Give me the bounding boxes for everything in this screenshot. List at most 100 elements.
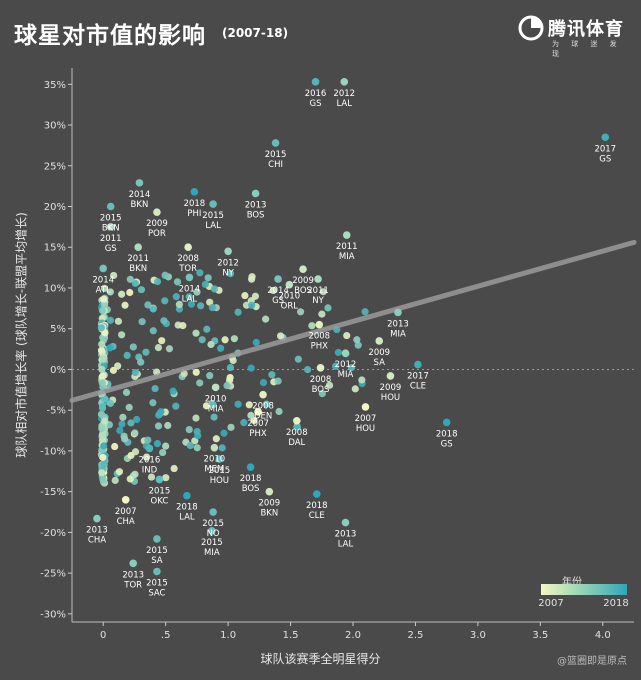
- point-label-team: CLE: [410, 382, 426, 392]
- data-point: [248, 301, 256, 309]
- data-point: [269, 286, 277, 295]
- point-label-team: MIA: [339, 252, 355, 262]
- y-tick-label: 0%: [50, 365, 66, 376]
- trend-line: [69, 239, 637, 403]
- data-point: [293, 423, 302, 431]
- data-point: [99, 476, 107, 484]
- data-point: [192, 414, 200, 422]
- data-point: [157, 408, 165, 416]
- point-label-year: 2018: [240, 474, 262, 484]
- point-label-team: CLE: [309, 511, 325, 521]
- point-label-year: 2009: [292, 276, 314, 286]
- point-label-year: 2012: [217, 258, 239, 268]
- labeled-point: [153, 535, 161, 543]
- point-label-team: TOR: [123, 580, 142, 590]
- x-axis-label: 球队该赛季全明星得分: [260, 652, 381, 666]
- data-point: [187, 300, 196, 308]
- labeled-point: [121, 495, 130, 504]
- point-label-team: DEN: [254, 412, 272, 422]
- data-point: [138, 318, 146, 326]
- data-point: [118, 290, 126, 298]
- labeled-point: [211, 383, 220, 392]
- data-point: [192, 329, 200, 337]
- tencent-sports-logo: 腾讯体育 为 球 迷 发 现: [518, 12, 630, 58]
- data-point: [294, 355, 302, 363]
- data-point: [172, 402, 180, 410]
- data-point: [129, 343, 137, 351]
- point-label-team: PHX: [311, 342, 329, 352]
- labeled-point: [251, 189, 260, 198]
- y-tick-label: -20%: [40, 528, 66, 539]
- y-tick-label: -5%: [47, 406, 66, 417]
- point-label-year: 2008: [252, 402, 274, 412]
- data-point: [193, 444, 201, 452]
- data-point: [192, 368, 200, 376]
- data-point: [217, 344, 225, 352]
- data-point: [162, 442, 170, 450]
- point-label-team: HOU: [381, 393, 400, 403]
- data-point: [127, 419, 135, 427]
- y-tick-label: -10%: [40, 446, 66, 457]
- data-point: [218, 444, 226, 452]
- data-point: [351, 385, 359, 393]
- labeled-point: [155, 475, 164, 484]
- point-label-year: 2008: [286, 428, 308, 438]
- data-point: [161, 271, 169, 279]
- point-label-team: DAL: [288, 438, 305, 448]
- data-point: [251, 292, 260, 300]
- labeled-point: [135, 179, 144, 187]
- y-tick-label: 10%: [44, 283, 66, 294]
- data-point: [99, 453, 107, 461]
- data-point: [220, 429, 228, 437]
- labeled-point: [316, 364, 325, 372]
- point-label-team: HOU: [210, 476, 229, 486]
- data-point: [193, 428, 201, 436]
- labeled-point: [246, 463, 255, 472]
- watermark: @篮圈即是原点: [557, 656, 627, 667]
- labeled-point: [129, 559, 137, 568]
- point-label-team: SAC: [148, 588, 165, 598]
- data-point: [206, 372, 214, 380]
- data-point: [221, 336, 229, 344]
- data-point: [169, 387, 177, 395]
- point-label-year: 2008: [308, 332, 330, 342]
- point-label-team: CHA: [117, 517, 135, 527]
- data-point: [201, 280, 209, 288]
- point-label-team: MEM: [204, 465, 224, 475]
- point-label-year: 2015: [146, 578, 168, 588]
- data-point: [153, 277, 162, 286]
- point-label-year: 2010: [278, 292, 300, 302]
- labeled-point: [293, 416, 301, 425]
- point-label-year: 2018: [184, 199, 206, 209]
- data-point: [142, 348, 150, 356]
- data-point: [100, 295, 108, 303]
- point-label-team: SA: [151, 556, 163, 566]
- labeled-point: [209, 200, 217, 208]
- data-point: [98, 307, 107, 315]
- point-label-team: CHI: [268, 160, 283, 170]
- data-point: [247, 411, 255, 419]
- data-point: [185, 293, 193, 301]
- point-label-team: MIA: [208, 404, 224, 414]
- data-point: [226, 269, 235, 278]
- data-point: [334, 348, 343, 357]
- data-point: [162, 474, 170, 482]
- data-point: [196, 269, 204, 277]
- labeled-point: [394, 308, 402, 317]
- point-label-team: BOS: [247, 210, 265, 220]
- data-point: [97, 324, 105, 332]
- labeled-point: [601, 133, 610, 142]
- labeled-point: [265, 487, 274, 496]
- data-point: [226, 363, 235, 372]
- labeled-point: [340, 78, 349, 86]
- data-point: [131, 279, 139, 288]
- point-label-team: HOU: [356, 424, 375, 434]
- labeled-point: [153, 567, 161, 576]
- point-label-year: 2015: [146, 546, 168, 556]
- data-point: [262, 400, 271, 408]
- labeled-point: [442, 418, 451, 427]
- x-tick-label: 3.0: [470, 630, 486, 641]
- data-point: [98, 372, 107, 380]
- point-label-team: LAL: [179, 513, 195, 523]
- point-label-year: 2015: [202, 519, 224, 529]
